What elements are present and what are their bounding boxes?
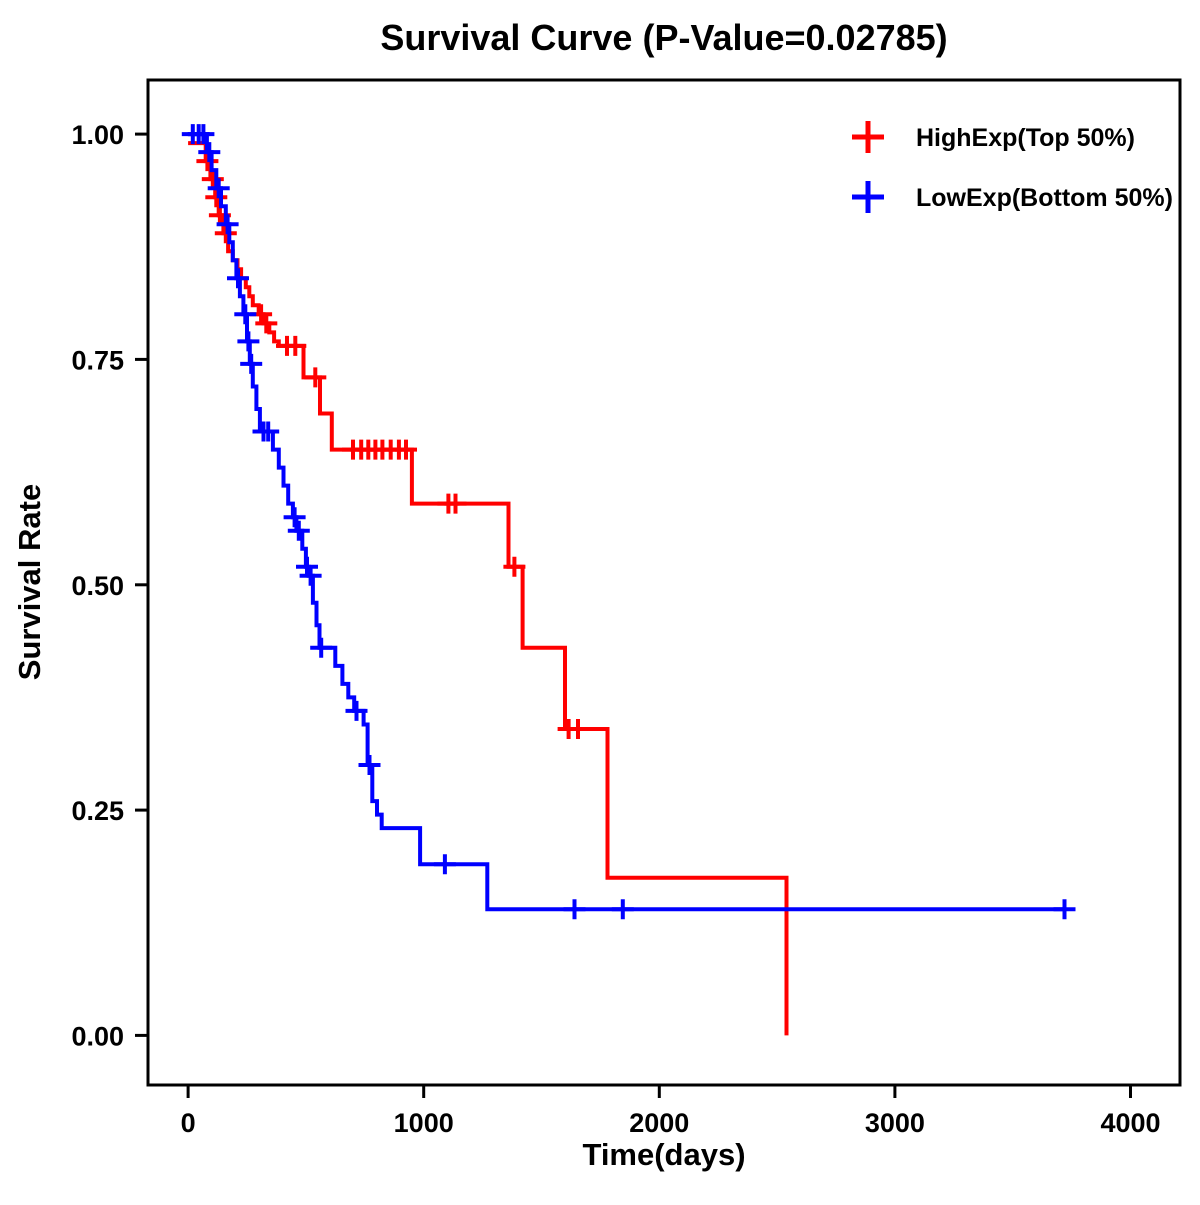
legend-marker-lowexp-icon	[852, 181, 884, 213]
chart-title: Survival Curve (P-Value=0.02785)	[380, 17, 947, 58]
censor-mark	[227, 268, 249, 289]
legend: HighExp(Top 50%) LowExp(Bottom 50%)	[852, 121, 1173, 213]
legend-label-lowexp: LowExp(Bottom 50%)	[916, 184, 1173, 212]
y-tick-label: 0.25	[71, 796, 124, 826]
x-tick-label: 0	[181, 1108, 196, 1138]
censor-mark	[304, 367, 327, 388]
censor-mark	[310, 637, 333, 658]
censor-mark	[563, 899, 586, 920]
x-axis-ticks: 0 1000 2000 3000 4000	[181, 1085, 1161, 1138]
y-axis-label: Survival Rate	[12, 484, 47, 680]
censor-mark	[345, 700, 368, 721]
x-tick-label: 1000	[394, 1108, 454, 1138]
legend-label-highexp: HighExp(Top 50%)	[916, 124, 1135, 152]
censor-mark	[283, 507, 306, 528]
censor-mark	[296, 556, 318, 577]
censor-mark	[207, 178, 230, 199]
censor-mark	[255, 313, 278, 334]
censor-mark	[257, 421, 280, 442]
censor-mark	[284, 335, 307, 356]
legend-marker-highexp-icon	[852, 121, 884, 153]
censor-mark	[611, 899, 634, 920]
censor-mark	[192, 124, 215, 145]
censor-mark	[287, 520, 310, 541]
censor-mark	[503, 556, 526, 577]
censor-mark	[433, 854, 456, 875]
plot-border	[146, 78, 1182, 1087]
censor-mark	[237, 331, 260, 352]
censor-mark	[234, 304, 257, 325]
censor-mark	[216, 214, 239, 235]
y-tick-label: 0.00	[71, 1021, 124, 1051]
y-tick-label: 0.75	[71, 345, 124, 375]
x-tick-label: 2000	[629, 1108, 689, 1138]
censor-mark	[198, 142, 221, 163]
survival-step-curve-lowexp	[188, 132, 1065, 912]
censor-mark	[205, 187, 228, 208]
x-tick-label: 3000	[865, 1108, 925, 1138]
censor-mark	[240, 353, 263, 374]
censor-mark	[567, 719, 589, 739]
x-axis-label: Time(days)	[582, 1137, 745, 1172]
y-tick-label: 1.00	[71, 120, 124, 150]
x-tick-label: 4000	[1100, 1108, 1160, 1138]
y-axis-ticks: 0.00 0.25 0.50 0.75 1.00	[71, 120, 148, 1051]
censor-mark	[444, 493, 467, 514]
censor-mark	[358, 755, 381, 775]
censor-mark	[1053, 899, 1076, 920]
censor-mark	[395, 439, 417, 460]
y-tick-label: 0.50	[71, 571, 124, 601]
series-layer	[181, 124, 1076, 1036]
censor-mark	[299, 565, 322, 586]
